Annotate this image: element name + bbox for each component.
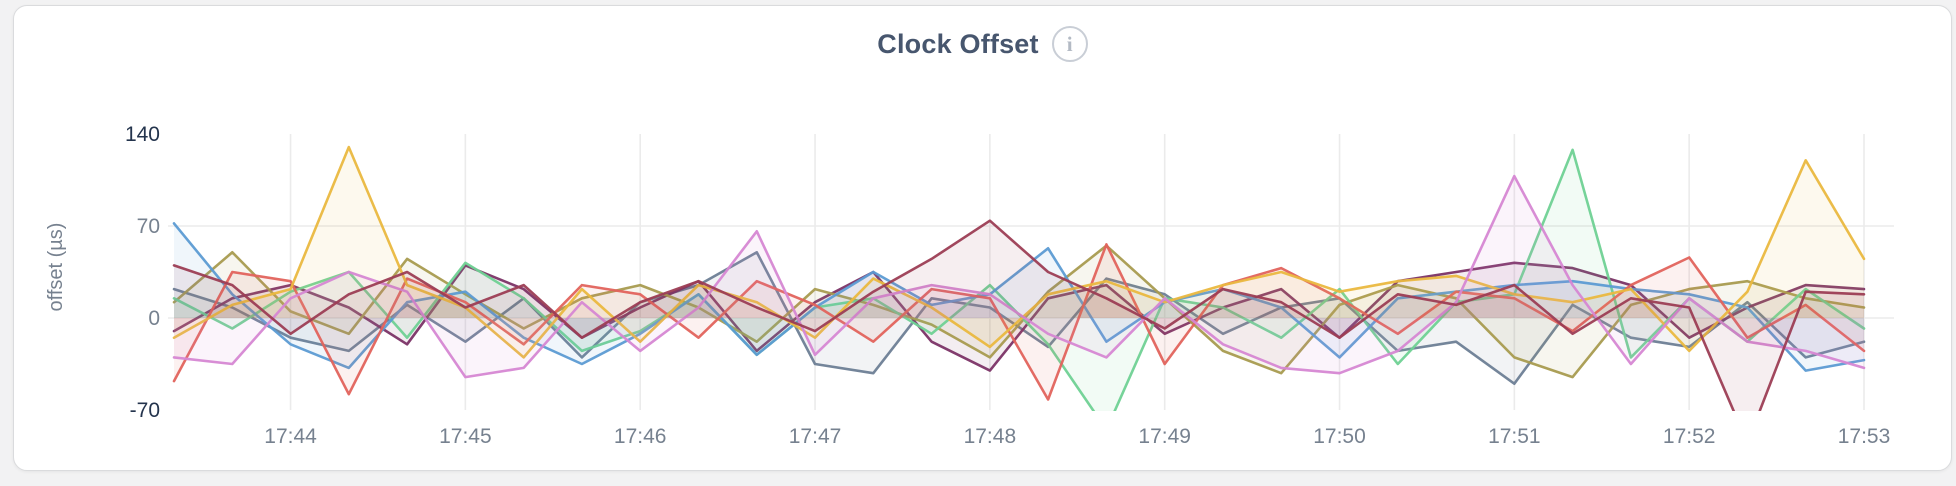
series-area-plum	[174, 262, 1864, 371]
series-area-gold	[174, 147, 1864, 358]
x-tick-label: 17:50	[1313, 425, 1366, 448]
series-line-blue	[172, 222, 1866, 372]
x-tick-label: 17:48	[964, 425, 1017, 448]
series-line-maroon	[172, 219, 1866, 411]
series-area-maroon	[174, 220, 1864, 411]
clock-offset-chart[interactable]: 17:44 17:45 17:46 17:47 17:48 17:49 17:50 17:51…	[14, 6, 1953, 472]
x-tick-label: 17:52	[1663, 425, 1716, 448]
series-line-pink	[172, 174, 1866, 379]
series-line-plum	[172, 261, 1866, 372]
x-tick-label: 17:46	[614, 425, 667, 448]
series-area-pink	[174, 176, 1864, 378]
y-tick-label: 70	[137, 215, 160, 238]
y-tick-label: 140	[125, 123, 160, 146]
x-tick-label: 17:45	[439, 425, 492, 448]
y-tick-label: 0	[148, 307, 160, 330]
x-tick-label: 17:53	[1838, 425, 1891, 448]
chart-header: Clock Offset i	[14, 26, 1951, 62]
info-icon[interactable]: i	[1051, 26, 1088, 62]
series-line-slate	[172, 251, 1866, 385]
x-tick-label: 17:51	[1488, 425, 1541, 448]
clock-offset-card: Clock Offset i offset (µs) 17:44 17:45 17:…	[13, 5, 1952, 471]
series-line-red	[172, 243, 1866, 401]
x-tick-label: 17:49	[1138, 425, 1191, 448]
series-line-olive	[172, 244, 1866, 379]
series-area-slate	[174, 252, 1864, 384]
chart-title: Clock Offset	[877, 28, 1039, 59]
y-axis-title: offset (µs)	[45, 222, 67, 312]
x-tick-label: 17:47	[789, 425, 842, 448]
series-area-blue	[174, 223, 1864, 371]
x-tick-label: 17:44	[264, 425, 317, 448]
y-tick-label: -70	[130, 399, 160, 422]
